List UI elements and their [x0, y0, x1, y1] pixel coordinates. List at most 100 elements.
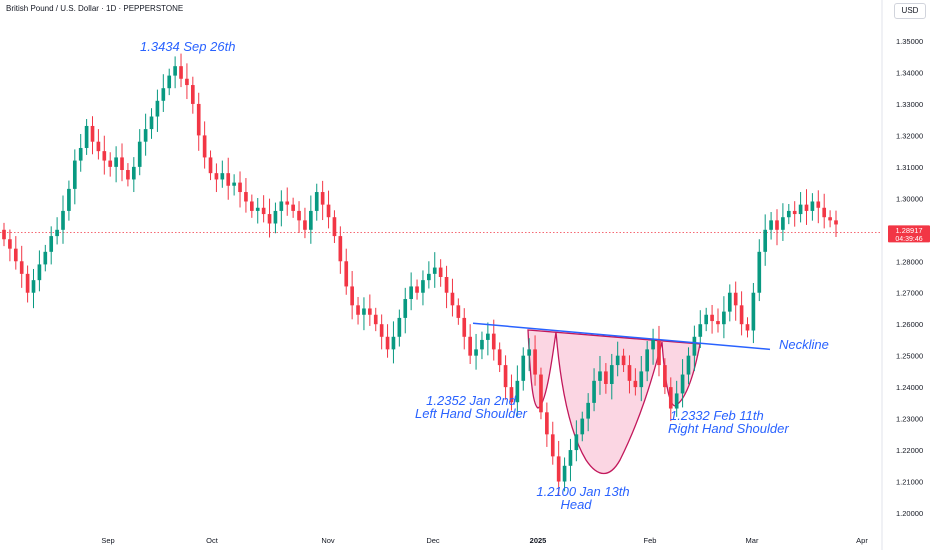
candle[interactable]	[137, 129, 142, 176]
candle[interactable]	[509, 374, 514, 411]
candle[interactable]	[604, 363, 608, 394]
candle[interactable]	[108, 152, 113, 177]
candle[interactable]	[238, 171, 242, 208]
candle[interactable]	[828, 210, 832, 228]
candle[interactable]	[450, 278, 455, 317]
candle[interactable]	[49, 226, 54, 265]
candle[interactable]	[586, 393, 590, 432]
candle[interactable]	[244, 178, 248, 213]
candle[interactable]	[368, 294, 372, 326]
candle[interactable]	[379, 314, 384, 350]
neckline-trendline[interactable]	[472, 322, 771, 351]
candle[interactable]	[651, 328, 655, 365]
candle[interactable]	[84, 119, 89, 155]
candle[interactable]	[727, 284, 732, 322]
candle[interactable]	[214, 163, 219, 193]
candle[interactable]	[792, 201, 797, 227]
candle[interactable]	[580, 411, 585, 442]
candle[interactable]	[474, 333, 478, 370]
candle[interactable]	[185, 63, 189, 100]
candle[interactable]	[8, 229, 12, 262]
candle[interactable]	[722, 296, 726, 339]
candle[interactable]	[202, 121, 207, 169]
candle[interactable]	[521, 347, 526, 391]
candle[interactable]	[143, 113, 148, 156]
candle[interactable]	[444, 265, 449, 309]
candle[interactable]	[226, 157, 231, 200]
candle[interactable]	[67, 180, 71, 221]
candle[interactable]	[303, 207, 307, 239]
candle[interactable]	[250, 194, 254, 218]
candle[interactable]	[550, 421, 555, 465]
candle[interactable]	[196, 92, 201, 151]
candle[interactable]	[285, 187, 290, 216]
candle[interactable]	[309, 195, 313, 244]
candle[interactable]	[598, 355, 602, 395]
candle[interactable]	[149, 108, 154, 139]
candle[interactable]	[43, 244, 48, 272]
candle[interactable]	[834, 210, 838, 238]
candle[interactable]	[96, 129, 101, 160]
candle[interactable]	[55, 217, 59, 245]
candle[interactable]	[545, 402, 549, 447]
candle[interactable]	[391, 321, 396, 364]
candle[interactable]	[698, 310, 703, 348]
candle[interactable]	[786, 203, 791, 225]
candle[interactable]	[126, 163, 130, 187]
candle[interactable]	[291, 197, 295, 218]
candle[interactable]	[161, 74, 166, 112]
candle[interactable]	[615, 341, 620, 377]
candle[interactable]	[515, 365, 520, 417]
candle[interactable]	[338, 226, 343, 274]
candle[interactable]	[674, 380, 679, 417]
currency-selector[interactable]: USD	[894, 3, 926, 19]
candle[interactable]	[120, 143, 124, 182]
candle[interactable]	[190, 76, 195, 114]
candle[interactable]	[562, 457, 567, 492]
candle[interactable]	[503, 355, 508, 400]
candle[interactable]	[704, 307, 709, 332]
candle[interactable]	[775, 209, 779, 246]
candle[interactable]	[497, 342, 502, 373]
candle[interactable]	[344, 248, 349, 295]
candle[interactable]	[403, 287, 408, 334]
candle[interactable]	[627, 355, 632, 394]
candle[interactable]	[798, 192, 803, 223]
candle[interactable]	[273, 202, 278, 234]
candle[interactable]	[297, 201, 301, 233]
candle[interactable]	[314, 183, 319, 221]
candle[interactable]	[716, 308, 720, 333]
candle[interactable]	[486, 322, 490, 356]
candle[interactable]	[232, 174, 236, 196]
candle[interactable]	[668, 377, 673, 422]
candle[interactable]	[533, 335, 537, 386]
candle[interactable]	[261, 195, 266, 223]
candle[interactable]	[556, 440, 561, 496]
candle[interactable]	[781, 203, 785, 241]
candle[interactable]	[822, 193, 827, 229]
candle[interactable]	[468, 324, 472, 365]
candle[interactable]	[804, 189, 809, 225]
candle[interactable]	[680, 359, 685, 408]
candle[interactable]	[621, 348, 626, 373]
candle[interactable]	[739, 291, 744, 336]
candle[interactable]	[527, 338, 531, 372]
candle[interactable]	[769, 212, 773, 240]
candle[interactable]	[427, 261, 431, 289]
candle[interactable]	[385, 324, 390, 358]
candle[interactable]	[751, 282, 756, 344]
candle[interactable]	[639, 355, 644, 402]
candle[interactable]	[267, 198, 272, 238]
candle[interactable]	[816, 190, 821, 224]
candle[interactable]	[90, 116, 95, 155]
candle[interactable]	[356, 296, 360, 325]
candle[interactable]	[480, 331, 484, 360]
candle[interactable]	[155, 89, 160, 132]
candle[interactable]	[609, 353, 614, 400]
candle[interactable]	[421, 270, 425, 306]
candle[interactable]	[462, 308, 467, 350]
candle[interactable]	[539, 367, 543, 420]
candle[interactable]	[397, 309, 402, 347]
candle[interactable]	[592, 368, 596, 412]
